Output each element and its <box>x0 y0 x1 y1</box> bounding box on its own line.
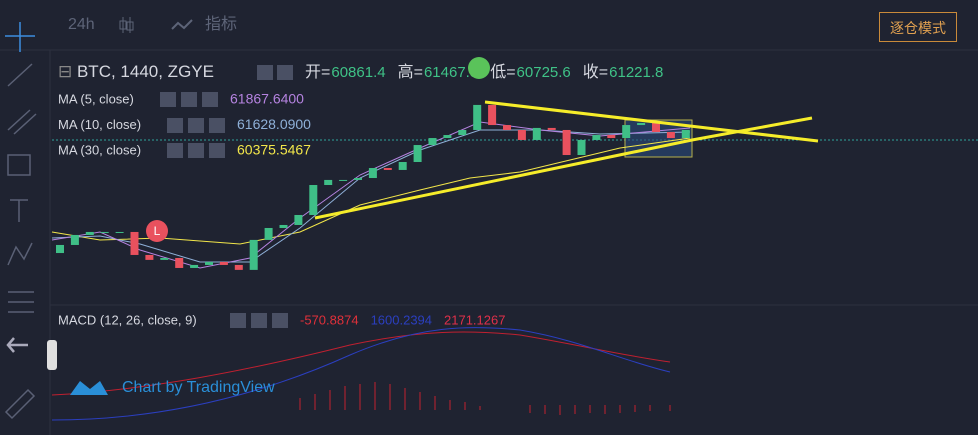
candle-body <box>473 104 482 130</box>
candle-body <box>219 261 228 265</box>
marker-label: L <box>154 224 161 238</box>
collapse-handle[interactable] <box>47 340 57 370</box>
candle-body <box>56 244 64 254</box>
candle-body <box>160 257 169 260</box>
candle-body <box>532 127 541 140</box>
trend-line <box>314 100 819 220</box>
candle-body <box>666 132 675 139</box>
candle-body <box>443 135 452 139</box>
candle-body <box>294 214 303 225</box>
candle-body <box>190 264 199 268</box>
macd-line <box>51 327 671 421</box>
ohlc-label: 开= <box>305 64 330 81</box>
candle-body <box>145 254 154 260</box>
candles <box>56 104 690 270</box>
ohlc-value: 61467.5 <box>424 64 478 81</box>
drawing-tools[interactable] <box>4 22 37 420</box>
candle-body <box>85 231 94 235</box>
candle-body <box>264 227 273 240</box>
candle-body <box>354 178 362 180</box>
candle-body <box>577 139 586 156</box>
mode-button[interactable]: 逐仓模式 <box>879 12 957 42</box>
symbol-text: BTC, 1440, ZGYE <box>77 62 214 81</box>
candle-body <box>279 224 288 228</box>
macd-values: -570.8874 1600.2394 2171.1267 <box>300 312 505 327</box>
ma-name: MA (30, close) <box>58 142 141 157</box>
ohlc-label: 高= <box>398 63 423 81</box>
candle-body <box>458 129 467 136</box>
symbol: ⊟ BTC, 1440, ZGYE <box>58 62 214 81</box>
candle-body <box>130 231 139 255</box>
ma-name: MA (10, close) <box>58 117 141 132</box>
candle-body <box>547 127 556 130</box>
candle-body <box>607 135 616 139</box>
candle-body <box>115 231 124 233</box>
macd-value: 2171.1267 <box>444 312 505 327</box>
ohlc: 开= 60861.4 高= 61467.5 低= 60725.6 收= 61221.8 <box>305 63 663 81</box>
ohlc-label: 收= <box>583 63 608 81</box>
logo <box>70 381 108 395</box>
candle-body <box>383 168 392 170</box>
ma-value: 60375.5467 <box>237 142 311 158</box>
ohlc-value: 61221.8 <box>609 64 663 81</box>
candle-body <box>175 257 184 268</box>
legend-buttons[interactable] <box>160 65 293 328</box>
watermark: Chart by TradingView <box>122 379 275 396</box>
candle-body <box>70 234 79 245</box>
ma-legend: MA (5, close) 61867.6400 MA (10, close) 616… <box>58 91 311 158</box>
event-marker[interactable] <box>468 57 490 79</box>
candle-body <box>428 138 437 146</box>
candle-body <box>488 104 497 126</box>
candle-body <box>503 125 511 130</box>
ohlc-label: 低= <box>490 63 515 81</box>
ma-line <box>51 129 691 263</box>
ohlc-value: 60725.6 <box>517 64 571 81</box>
candle-body <box>413 145 422 163</box>
candle-body <box>622 125 631 139</box>
candle-body <box>249 239 258 270</box>
macd-name: MACD (12, 26, close, 9) <box>58 312 197 327</box>
marker[interactable] <box>146 220 168 242</box>
indicator-icon[interactable] <box>171 19 193 30</box>
candle-body <box>398 162 407 170</box>
candle-body <box>637 122 646 126</box>
candle-body <box>339 179 348 181</box>
candle-icon[interactable] <box>119 17 134 33</box>
candle-body <box>562 129 571 156</box>
candle-body <box>234 264 243 270</box>
macd-histogram <box>299 382 671 415</box>
candle-body <box>100 231 109 233</box>
ohlc-value: 60861.4 <box>331 64 385 81</box>
ma-value: 61867.6400 <box>230 91 304 107</box>
ma-value: 61628.0900 <box>237 116 311 132</box>
interval[interactable]: 24h <box>68 16 95 33</box>
macd-value: 1600.2394 <box>371 312 432 327</box>
candle-body <box>652 122 660 133</box>
candle-body <box>592 135 601 140</box>
candle-body <box>681 129 690 139</box>
indicators[interactable]: 指标 <box>205 15 237 33</box>
candle-body <box>324 179 333 186</box>
candle-body <box>368 168 377 179</box>
candle-body <box>205 261 213 265</box>
ma-name: MA (5, close) <box>58 91 134 106</box>
macd-value: -570.8874 <box>300 312 359 327</box>
candle-body <box>517 129 526 140</box>
candle-body <box>309 185 318 215</box>
